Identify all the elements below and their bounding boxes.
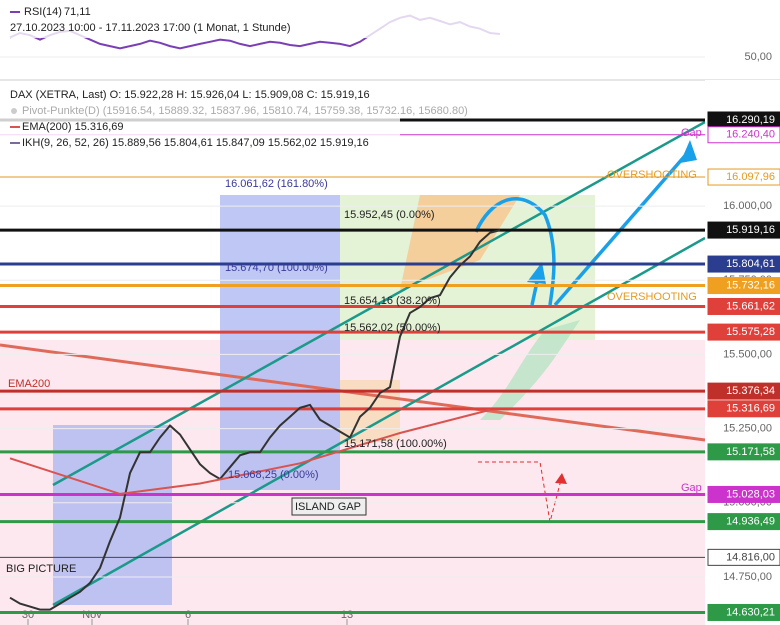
legend-bg <box>0 86 400 152</box>
y-tick-label: 50,00 <box>744 51 772 63</box>
level-box <box>707 255 780 273</box>
annotation: BIG PICTURE <box>6 563 76 575</box>
channel-line <box>52 236 706 607</box>
x-tick-label: 13 <box>341 609 353 621</box>
x-tick-label: 30 <box>22 609 34 621</box>
annotation: 15.068,25 (0.00%) <box>228 469 319 481</box>
level-box <box>707 277 780 295</box>
legend-entry: Pivot-Punkte(D) (15916.54, 15889.32, 158… <box>22 105 468 117</box>
level-box <box>707 126 780 144</box>
chart-title: DAX (XETRA, Last) O: 15.922,28 H: 15.926… <box>10 89 370 101</box>
legend-swatch <box>11 108 17 114</box>
level-box <box>707 168 780 186</box>
fib-box <box>53 425 172 605</box>
annotation: OVERSHOOTING <box>607 169 697 181</box>
level-box <box>707 513 780 531</box>
ichimoku-cloud <box>480 320 580 420</box>
channel-line <box>52 120 706 487</box>
level-label: 14.630,21 <box>726 606 775 618</box>
level-label: 15.804,61 <box>726 258 775 270</box>
level-box <box>707 382 780 400</box>
subtitle: 27.10.2023 10:00 - 17.11.2023 17:00 (1 M… <box>10 22 291 34</box>
y-tick-label: 14.750,00 <box>723 571 772 583</box>
annotation: Gap <box>681 127 702 139</box>
annotation: 15.674,70 (100.00%) <box>225 262 328 274</box>
level-box <box>707 221 780 239</box>
annotation: 15.562,02 (50.00%) <box>344 322 441 334</box>
series-line <box>9 229 501 611</box>
orange-zone <box>400 195 520 290</box>
level-label: 14.936,49 <box>726 516 775 528</box>
level-label: 15.028,03 <box>726 488 775 500</box>
annotation: OVERSHOOTING <box>607 291 697 303</box>
legend-entry: IKH(9, 26, 52, 26) 15.889,56 15.804,61 1… <box>22 137 369 149</box>
level-label: 16.240,40 <box>726 129 775 141</box>
annotation: Gap <box>681 482 702 494</box>
level-box <box>707 548 780 566</box>
level-label: 15.919,16 <box>726 224 775 236</box>
annotation: EMA200 <box>8 378 50 390</box>
level-label: 15.661,62 <box>726 300 775 312</box>
level-label: 14.816,00 <box>726 551 775 563</box>
level-label: 15.732,16 <box>726 279 775 291</box>
gap-arrow <box>478 461 563 523</box>
series-line <box>9 408 491 495</box>
annotation: ISLAND GAP <box>295 501 361 513</box>
x-tick-label: Nov <box>82 609 102 621</box>
level-box <box>707 323 780 341</box>
level-label: 16.097,96 <box>726 171 775 183</box>
level-label: 15.171,58 <box>726 446 775 458</box>
y-tick-label: 15.250,00 <box>723 423 772 435</box>
annotation: 15.654,16 (38.20%) <box>344 295 441 307</box>
level-box <box>707 297 780 315</box>
fib-box <box>220 195 340 490</box>
legend-bg <box>0 0 560 38</box>
arrow-head <box>555 473 567 484</box>
legend-value: 71,11 <box>64 6 91 18</box>
level-box <box>707 603 780 621</box>
y-tick-label: 15.500,00 <box>723 348 772 360</box>
level-label: 15.376,34 <box>726 385 775 397</box>
annotation: 16.061,62 (161.80%) <box>225 178 328 190</box>
level-box <box>707 485 780 503</box>
y-tick-label: 16.000,00 <box>723 200 772 212</box>
annotation: 15.171,58 (100.00%) <box>344 438 447 450</box>
x-tick-label: 6 <box>185 609 191 621</box>
legend-entry: RSI(14) <box>24 6 62 18</box>
level-label: 15.316,69 <box>726 403 775 415</box>
annotation: 15.952,45 (0.00%) <box>344 209 435 221</box>
island-gap-box <box>291 497 367 516</box>
level-box <box>707 443 780 461</box>
level-label: 15.575,28 <box>726 326 775 338</box>
level-label: 16.290,19 <box>726 114 775 126</box>
level-box <box>707 400 780 418</box>
legend-entry: EMA(200) 15.316,69 <box>22 121 124 133</box>
